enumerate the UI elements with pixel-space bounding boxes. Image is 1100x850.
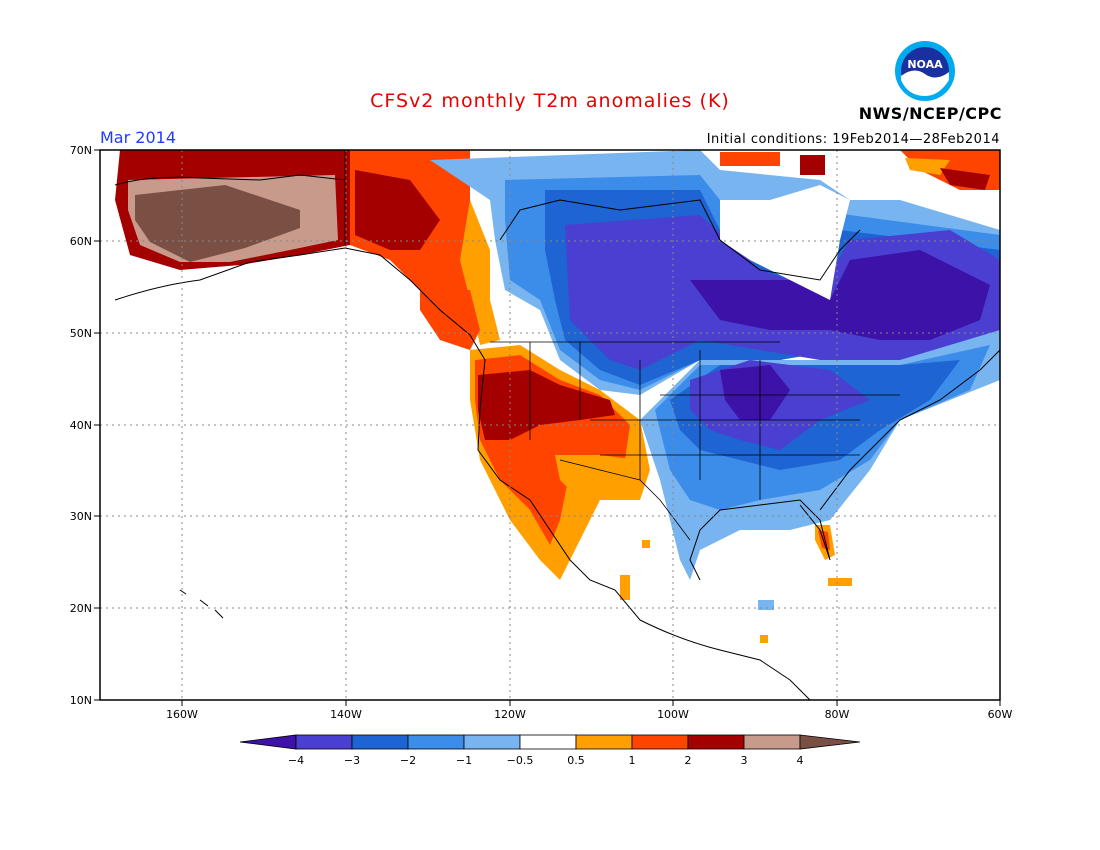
- colorbar-swatch-3: [407, 734, 465, 750]
- colorbar-label-0: −4: [288, 754, 304, 767]
- colorbar-label-1: −3: [344, 754, 360, 767]
- colorbar: [239, 734, 861, 750]
- anomaly-region-caribbean-orange: [828, 578, 852, 586]
- colorbar-label-6: 1: [629, 754, 636, 767]
- anomaly-region-mexico-orange: [620, 575, 630, 600]
- longitude-labels: 160W 140W 120W 100W 80W 60W: [166, 708, 1012, 721]
- colorbar-label-9: 4: [797, 754, 804, 767]
- agency-label: NWS/NCEP/CPC: [858, 104, 1002, 123]
- anomaly-region-centralam-orange: [760, 635, 768, 643]
- political-borders: [344, 150, 900, 541]
- colorbar-left-arrow: [239, 734, 297, 750]
- lon-label-100w: 100W: [657, 708, 689, 721]
- lon-label-80w: 80W: [825, 708, 850, 721]
- anomaly-region-greenland-orange: [905, 158, 950, 175]
- colorbar-swatch-4: [463, 734, 521, 750]
- gridlines: [100, 150, 1000, 700]
- map-title: CFSv2 monthly T2m anomalies (K): [370, 90, 730, 112]
- anomaly-region-east-deep: [720, 365, 790, 420]
- lat-label-60n: 60N: [70, 235, 92, 248]
- anomaly-region-gulf-orange: [642, 540, 650, 548]
- colorbar-label-7: 2: [685, 754, 692, 767]
- lon-label-120w: 120W: [494, 708, 526, 721]
- lon-label-160w: 160W: [166, 708, 198, 721]
- lat-label-70n: 70N: [70, 144, 92, 157]
- lon-label-140w: 140W: [330, 708, 362, 721]
- colorbar-swatch-9: [743, 734, 801, 750]
- anomaly-region-arctic-darkred: [940, 168, 990, 190]
- axis-ticks: [94, 149, 1001, 706]
- logo-text: NOAA: [907, 58, 943, 71]
- anomaly-region-arctic-deepred: [800, 155, 825, 175]
- anomaly-region-centralam-blue: [758, 600, 774, 610]
- colorbar-swatch-6: [575, 734, 633, 750]
- anomaly-region-southwest-orange: [555, 455, 640, 500]
- colorbar-swatch-7: [631, 734, 689, 750]
- forecast-month: Mar 2014: [100, 128, 176, 147]
- colorbar-swatch-8: [687, 734, 745, 750]
- coastlines: [114, 174, 1000, 700]
- colorbar-swatch-1: [295, 734, 353, 750]
- colorbar-right-arrow: [799, 734, 861, 750]
- anomaly-region-west-darkred: [478, 370, 615, 440]
- anomaly-region-coast-orange: [460, 200, 500, 345]
- colorbar-label-8: 3: [741, 754, 748, 767]
- colorbar-swatch-2: [351, 734, 409, 750]
- lon-label-60w: 60W: [988, 708, 1013, 721]
- colorbar-label-2: −2: [400, 754, 416, 767]
- anomaly-field: [115, 150, 1000, 643]
- anomaly-region-arctic-red: [720, 152, 780, 166]
- colorbar-label-4: −0.5: [507, 754, 534, 767]
- latitude-labels: 70N 60N 50N 40N 30N 20N 10N: [70, 144, 92, 707]
- colorbar-labels: −4 −3 −2 −1 −0.5 0.5 1 2 3 4: [288, 754, 804, 767]
- lat-label-50n: 50N: [70, 327, 92, 340]
- lat-label-40n: 40N: [70, 419, 92, 432]
- colorbar-swatch-5: [519, 734, 577, 750]
- initial-conditions: Initial conditions: 19Feb2014—28Feb2014: [706, 132, 1000, 147]
- anomaly-region-alaska-brown: [135, 185, 300, 262]
- lat-label-20n: 20N: [70, 602, 92, 615]
- anomaly-region-hudson-white: [720, 185, 850, 300]
- lat-label-30n: 30N: [70, 510, 92, 523]
- colorbar-label-3: −1: [456, 754, 472, 767]
- lat-label-10n: 10N: [70, 694, 92, 707]
- anomaly-region-yukon-darkred: [355, 170, 440, 250]
- anomaly-region-florida-red: [818, 530, 830, 550]
- anomaly-region-canada-deep: [690, 250, 990, 340]
- colorbar-label-5: 0.5: [567, 754, 585, 767]
- noaa-logo: NOAA: [895, 41, 955, 101]
